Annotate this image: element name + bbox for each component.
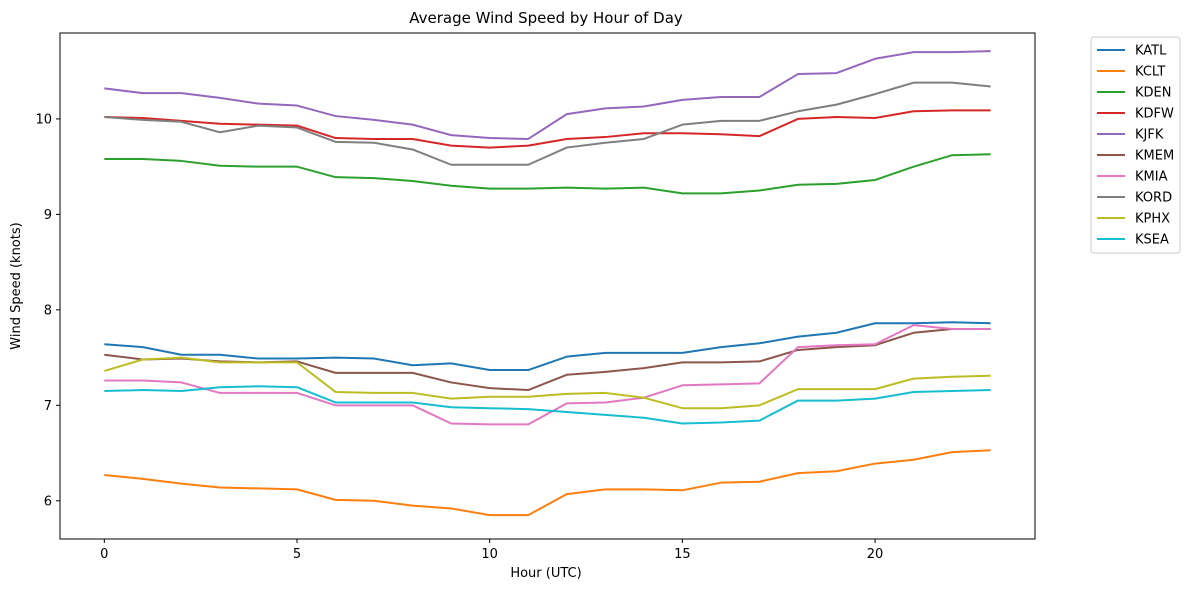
series-line-ksea (104, 385, 991, 425)
legend-label-kmia: KMIA (1135, 170, 1168, 185)
plot-border (59, 32, 1036, 540)
legend-label-kphx: KPHX (1135, 212, 1170, 227)
y-tick-label: 8 (44, 303, 52, 318)
legend-label-kjfk: KJFK (1135, 128, 1164, 143)
y-axis-label: Wind Speed (knots) (9, 222, 24, 349)
x-tick-label: 10 (481, 547, 498, 562)
series-line-kclt (104, 449, 991, 517)
series-line-katl (104, 321, 991, 372)
x-axis-label: Hour (UTC) (510, 566, 581, 581)
series-line-kphx (104, 356, 991, 410)
legend: KATL KCLT KDEN KDFW KJFK KMEM KMIA KORD KPHX KSEA (1090, 36, 1181, 254)
legend-label-kdfw: KDFW (1135, 107, 1174, 122)
x-tick-label: 0 (100, 547, 108, 562)
chart-title: Average Wind Speed by Hour of Day (409, 9, 683, 27)
legend-label-kmem: KMEM (1135, 149, 1174, 164)
legend-label-katl: KATL (1135, 44, 1167, 59)
y-axis: 6 7 8 9 10 (35, 112, 60, 509)
legend-label-kclt: KCLT (1135, 65, 1165, 80)
legend-label-kden: KDEN (1135, 86, 1171, 101)
y-tick-label: 9 (44, 208, 52, 223)
x-tick-label: 15 (674, 547, 691, 562)
series-line-kord (104, 81, 991, 166)
series-layer (104, 50, 991, 517)
series-line-kmia (104, 324, 991, 426)
series-line-kdfw (104, 109, 991, 149)
legend-label-ksea: KSEA (1135, 233, 1169, 248)
legend-label-kord: KORD (1135, 191, 1172, 206)
y-tick-label: 6 (44, 494, 52, 509)
y-tick-label: 7 (44, 399, 52, 414)
series-line-kjfk (104, 50, 991, 140)
series-line-kden (104, 153, 991, 195)
x-axis: 0 5 10 15 20 (100, 539, 883, 562)
x-tick-label: 20 (867, 547, 884, 562)
x-tick-label: 5 (293, 547, 301, 562)
y-tick-label: 10 (35, 112, 52, 127)
